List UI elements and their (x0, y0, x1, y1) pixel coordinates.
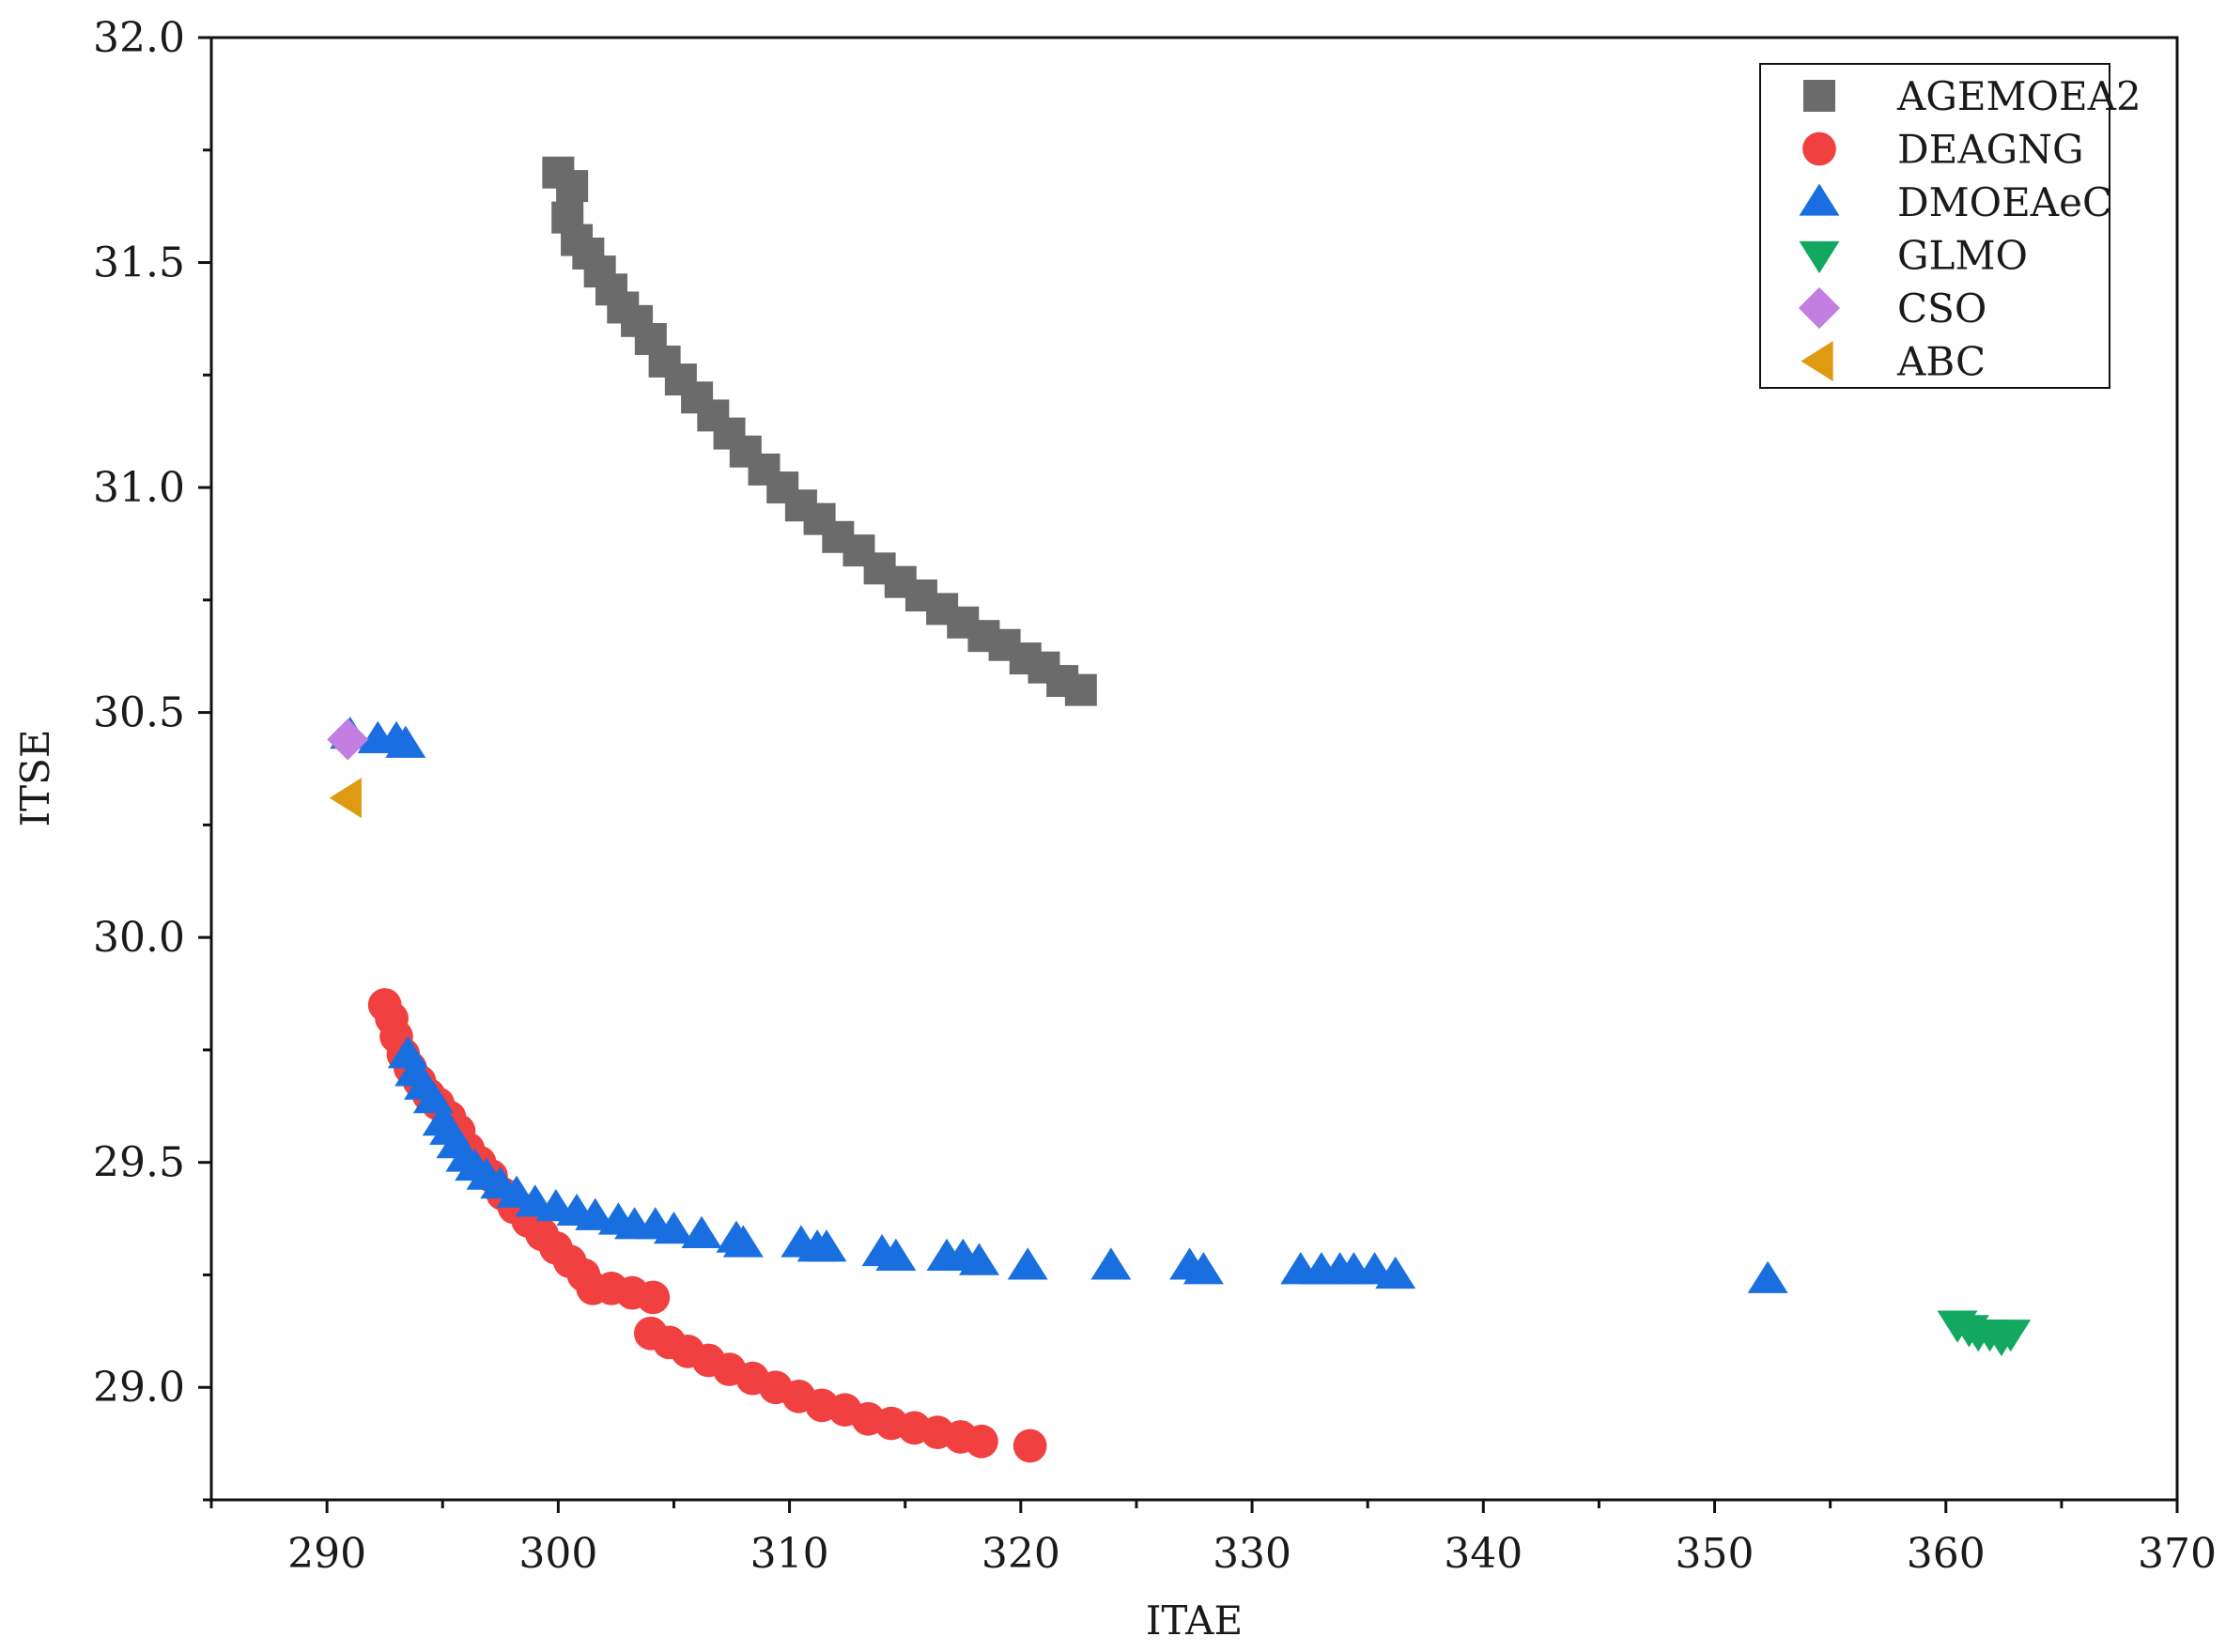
y-tick-label: 30.5 (93, 689, 185, 737)
x-tick-label: 360 (1907, 1530, 1986, 1578)
x-tick-label: 310 (750, 1530, 829, 1578)
legend-label: ABC (1896, 339, 1986, 385)
legend-label: DEAGNG (1897, 127, 2084, 173)
legend: AGEMOEA2 DEAGNG DMOEAeC GLMO CSO ABC (1759, 63, 2141, 389)
axis-ticks-layer: 290 300 310 320 330 340 350 360 370 29.0 29.5 30.0 3… (93, 14, 2217, 1578)
y-tick-label: 31.5 (93, 239, 185, 287)
data-point-dmoeaec (722, 1225, 764, 1258)
data-point-dmoeaec (653, 1212, 694, 1244)
x-tick-label: 350 (1676, 1530, 1755, 1578)
data-point-abc (329, 778, 362, 819)
data-point-cso (327, 718, 369, 761)
x-tick-label: 290 (287, 1530, 366, 1578)
data-marks-layer (327, 156, 2032, 1463)
legend-label: DMOEAeC (1897, 179, 2112, 225)
series-agemoea2 (542, 156, 1097, 706)
series-cso (327, 718, 369, 761)
y-tick-label: 29.5 (93, 1139, 185, 1187)
data-point-dmoeaec (1007, 1247, 1048, 1280)
legend-label: AGEMOEA2 (1896, 73, 2141, 119)
legend-marker-agemoea2 (1803, 80, 1835, 112)
data-point-dmoeaec (875, 1238, 917, 1271)
data-point-agemoea2 (1064, 673, 1097, 706)
legend-box (1759, 63, 2110, 389)
data-point-deagng (636, 1280, 671, 1315)
legend-label: CSO (1897, 286, 1986, 332)
legend-marker-deagng (1802, 131, 1836, 166)
data-point-glmo (1990, 1320, 2032, 1352)
data-point-deagng (965, 1424, 998, 1459)
y-tick-label: 31.0 (93, 464, 185, 512)
plot-area-frame (209, 36, 2179, 1502)
x-tick-label: 300 (518, 1530, 597, 1578)
x-tick-label: 340 (1444, 1530, 1523, 1578)
legend-marker-dmoeaec (1799, 183, 1840, 216)
data-point-dmoeaec (806, 1229, 847, 1262)
legend-marker-cso (1798, 286, 1841, 330)
y-axis-title: ITSE (12, 729, 58, 826)
x-tick-label: 330 (1213, 1530, 1291, 1578)
x-axis-title: ITAE (1146, 1598, 1243, 1644)
data-point-dmoeaec (681, 1215, 722, 1249)
series-abc (329, 778, 362, 819)
x-tick-label: 370 (2138, 1530, 2217, 1578)
y-tick-label: 29.0 (93, 1364, 185, 1412)
legend-label: GLMO (1897, 233, 2028, 279)
x-tick-label: 320 (982, 1530, 1060, 1578)
data-point-dmoeaec (1183, 1252, 1224, 1285)
data-point-dmoeaec (1375, 1256, 1416, 1289)
data-point-agemoea2 (556, 170, 589, 203)
legend-marker-glmo (1799, 240, 1840, 274)
data-point-dmoeaec (385, 725, 426, 758)
series-glmo (1937, 1310, 2032, 1357)
data-point-deagng (1013, 1428, 1047, 1463)
y-tick-label: 30.0 (93, 914, 185, 962)
data-point-dmoeaec (1090, 1247, 1132, 1280)
data-point-dmoeaec (958, 1243, 1000, 1275)
data-point-dmoeaec (1747, 1260, 1788, 1293)
y-tick-label: 32.0 (93, 14, 185, 62)
data-point-dmoeaec (575, 1197, 616, 1230)
legend-marker-abc (1801, 340, 1833, 382)
